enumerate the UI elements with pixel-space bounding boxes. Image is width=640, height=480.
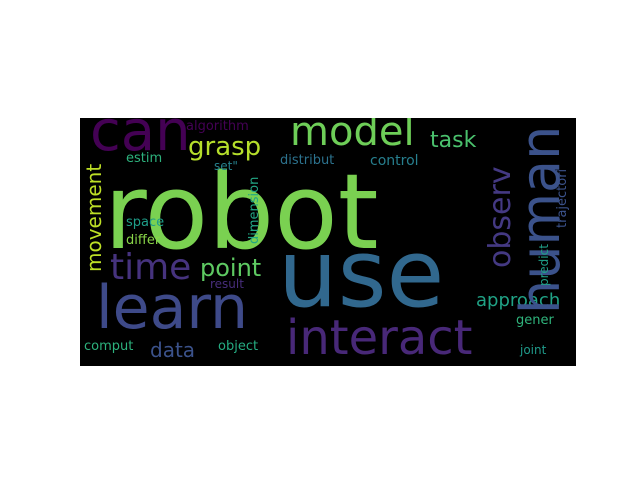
word-predict: predict [537,244,551,286]
word-point: point [200,254,262,282]
word-cloud: robot use learn can interact model time … [80,118,576,366]
word-gener: gener [516,313,554,328]
word-estim: estim [126,151,163,166]
word-set: set" [214,159,238,173]
word-joint: joint [520,343,547,357]
word-space: space [126,215,165,230]
word-time: time [110,247,192,288]
word-interact: interact [286,310,473,366]
word-can: can [90,118,191,164]
word-algorithm: algorithm [186,119,249,134]
word-approach: approach [476,290,561,311]
word-robot: robot [104,151,379,273]
word-object: object [218,339,259,354]
word-distribut: distribut [280,153,335,168]
word-data: data [150,338,196,362]
word-use: use [278,220,445,329]
word-trajectori: trajectori [555,168,570,228]
word-learn: learn [96,273,248,343]
word-observ: observ [483,166,518,268]
word-movement: movement [82,163,106,272]
word-task: task [430,128,477,153]
word-dimension: dimension [247,176,262,244]
word-comput: comput [84,339,134,354]
word-result: result [210,277,244,291]
word-grasp: grasp [188,132,262,162]
word-model: model [290,118,415,155]
word-control: control [370,153,419,169]
word-differ: differ [126,233,161,248]
